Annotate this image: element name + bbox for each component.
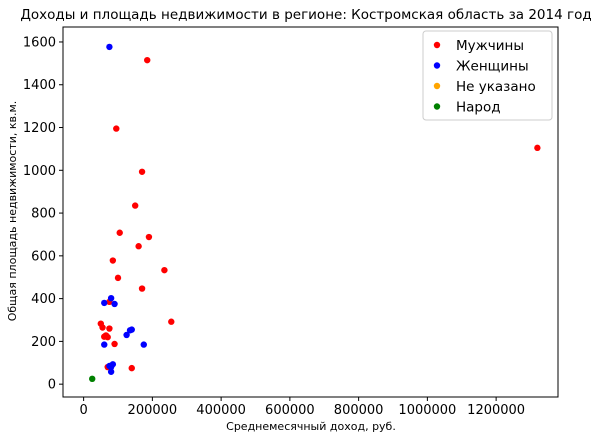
x-tick-label: 400000	[196, 403, 246, 418]
x-tick-label: 1000000	[398, 403, 456, 418]
point-women	[126, 327, 134, 334]
point-men	[128, 364, 135, 372]
point-women	[140, 341, 147, 348]
point-men	[138, 285, 146, 292]
point-women	[106, 43, 113, 51]
point-women	[111, 300, 118, 308]
point-men	[109, 257, 117, 264]
legend-label: Мужчины	[456, 38, 524, 54]
legend-marker	[433, 41, 441, 49]
x-tick-label: 1200000	[467, 403, 525, 418]
legend-box	[422, 30, 553, 121]
y-tick-label: 1200	[23, 121, 56, 136]
point-men	[168, 318, 175, 325]
point-men	[113, 125, 120, 132]
point-men	[104, 333, 111, 341]
x-tick-label: 600000	[265, 403, 315, 418]
y-tick-label: 200	[31, 335, 56, 350]
y-axis-label: Общая площадь недвижимости, кв.м.	[6, 101, 19, 322]
x-tick-label: 0	[79, 403, 87, 418]
point-women	[107, 294, 115, 302]
x-tick-label: 200000	[128, 403, 178, 418]
legend-marker	[433, 103, 441, 110]
point-men	[99, 324, 106, 331]
plot-area	[62, 26, 559, 398]
data-points	[89, 43, 541, 383]
point-men	[161, 266, 168, 274]
y-tick-label: 0	[48, 378, 56, 393]
legend-label: Народ	[456, 100, 501, 116]
x-axis-ticks: 0 200000 400000 600000 800000 1000000 1200000	[79, 397, 525, 418]
y-tick-label: 800	[31, 207, 56, 222]
legend-marker	[433, 82, 441, 90]
legend-marker	[433, 62, 441, 69]
point-women	[123, 331, 130, 339]
point-men	[114, 274, 122, 282]
y-tick-label: 1600	[23, 35, 56, 50]
legend-label: Не указано	[456, 79, 536, 95]
point-men	[144, 56, 151, 64]
point-women	[101, 299, 108, 307]
point-men	[106, 325, 113, 332]
y-tick-label: 400	[31, 292, 56, 307]
point-women	[101, 341, 108, 348]
point-men	[131, 202, 139, 209]
point-men	[534, 144, 541, 152]
y-tick-label: 1000	[23, 164, 56, 179]
point-women	[107, 363, 115, 371]
chart-title: Доходы и площадь недвижимости в регионе:…	[20, 7, 591, 23]
x-axis-label: Среднемесячный доход, руб.	[226, 420, 396, 433]
y-axis-ticks: 0 200 400 600 800 1000 1200 1400 1600	[23, 35, 63, 393]
point-men	[135, 243, 142, 250]
point-men	[116, 229, 123, 236]
legend: Мужчины Женщины Не указано Народ	[422, 30, 553, 121]
legend-label: Женщины	[456, 59, 529, 75]
point-people	[89, 375, 96, 383]
x-tick-label: 800000	[334, 403, 384, 418]
point-men	[138, 168, 146, 175]
plot-frame	[62, 26, 559, 398]
y-tick-label: 1400	[23, 78, 56, 93]
point-women	[107, 368, 115, 375]
point-men	[145, 233, 153, 241]
point-men	[111, 340, 118, 348]
y-tick-label: 600	[31, 249, 56, 264]
